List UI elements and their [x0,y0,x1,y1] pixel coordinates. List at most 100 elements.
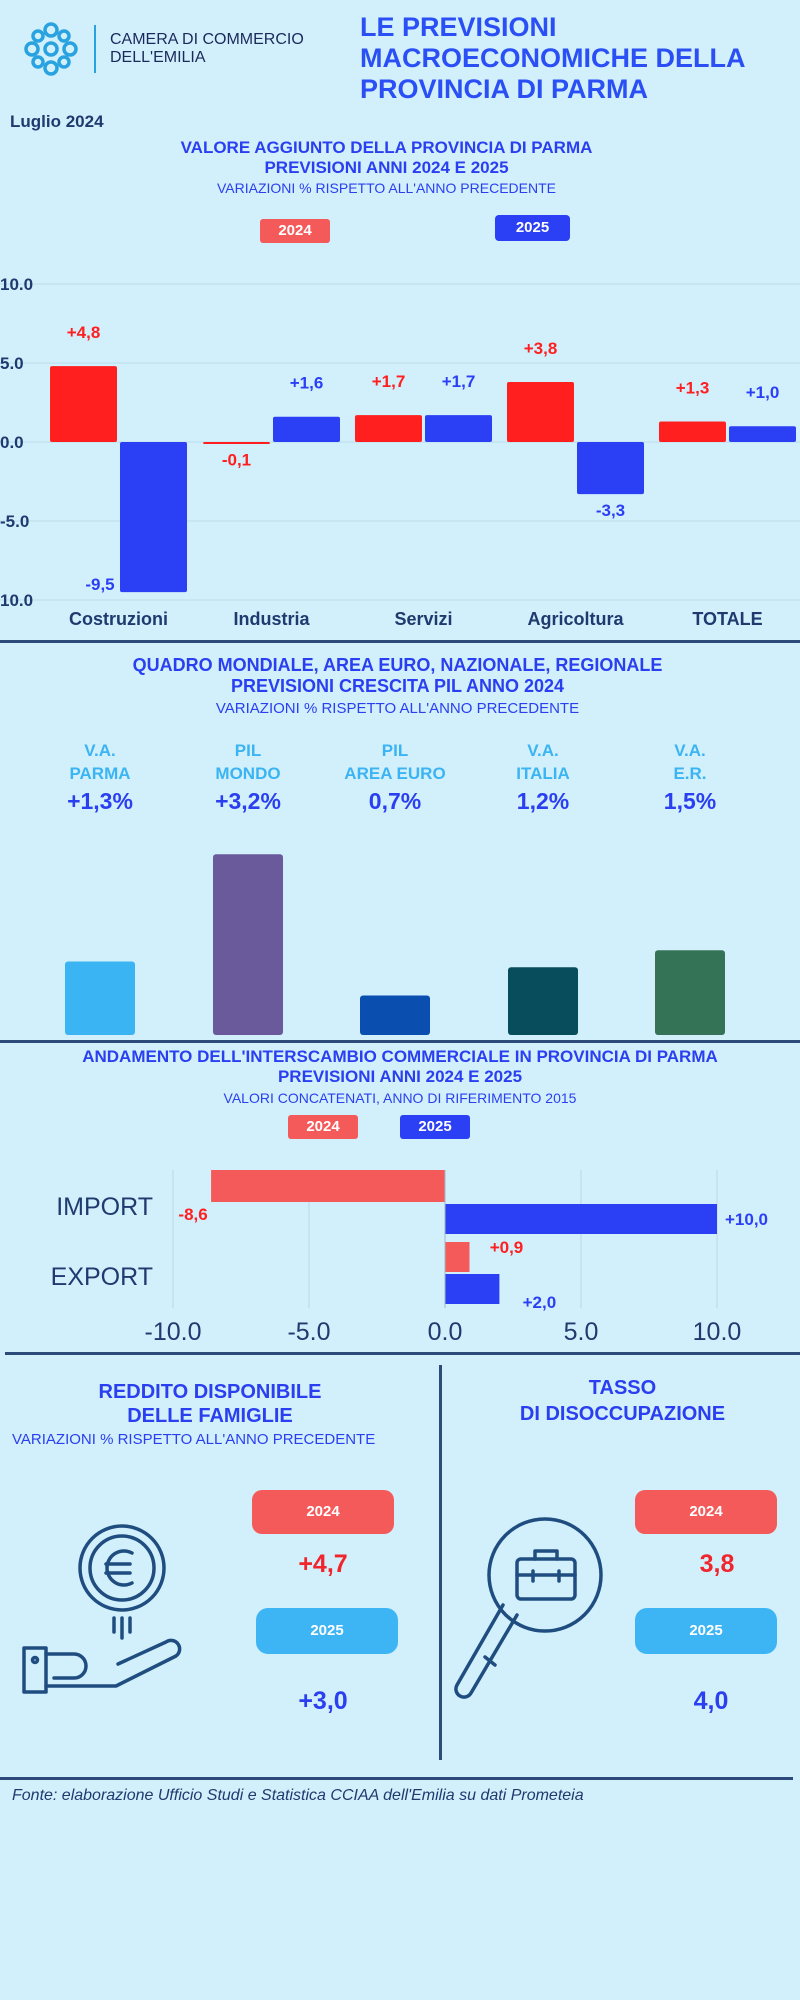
bar-2024 [211,1170,445,1202]
bar-2024 [50,366,117,442]
bar-2024 [507,381,574,442]
pil-value-label: 1,5% [663,788,717,814]
divider-4 [0,1777,793,1780]
data-label: +3,8 [524,339,558,358]
pil-value-label: +3,2% [215,788,281,814]
data-label: +10,0 [725,1210,768,1229]
x-tick-label: 5.0 [564,1318,599,1346]
pil-category-line1: V.A. [674,741,706,760]
trade-chart-title-line1: ANDAMENTO DELL'INTERSCAMBIO COMMERCIALE … [82,1047,718,1066]
legend-2024: 2024 [260,219,330,243]
trade-chart-subtitle: VALORI CONCATENATI, ANNO DI RIFERIMENTO … [223,1090,577,1106]
report-date: Luglio 2024 [10,112,104,131]
pil-bar-chart [65,854,725,1035]
y-tick-label: 10.0 [0,591,33,610]
pil-category-line2: ITALIA [516,764,570,783]
pil-bar [655,950,725,1035]
va-chart-subtitle: VARIAZIONI % RISPETTO ALL'ANNO PRECEDENT… [216,180,556,196]
y-tick-label: 10.0 [0,275,33,294]
pil-value-label: 0,7% [368,788,422,814]
trade-bar-chart: -10.0 -5.0 0.0 5.0 10.0 IMPORT EXPORT -8,6 +0,9 +… [51,1170,768,1346]
bar-2025 [445,1274,500,1304]
pil-bar [213,854,283,1035]
reddito-title-line1: REDDITO DISPONIBILE [98,1381,322,1403]
org-name: CAMERA DI COMMERCIO DELL'EMILIA [110,31,304,67]
pil-chart-title-line1: QUADRO MONDIALE, AREA EURO, NAZIONALE, R… [132,655,663,675]
pil-category-line1: PIL [381,741,409,760]
bar-2024 [203,442,270,444]
bar-2024 [355,415,422,442]
data-label: +2,0 [523,1293,557,1312]
bar-2024 [445,1242,470,1272]
data-label: +1,3 [676,378,710,397]
divider-2 [0,1040,800,1043]
pil-category-line1: PIL [234,741,262,760]
data-label: +1,7 [372,372,406,391]
reddito-title: REDDITO DISPONIBILE DELLE FAMIGLIE [0,1380,420,1428]
bar-2025 [120,442,187,593]
reddito-value-2024: +4,7 [298,1550,348,1578]
page-title-line2: MACROECONOMICHE DELLA [360,43,746,73]
pil-bar [508,967,578,1035]
disoccupazione-value-2025: 4,0 [693,1687,729,1715]
pil-category-label: V.A. PARMA +1,3% [25,738,175,817]
x-tick-label: Industria [233,609,310,629]
pil-category-line1: V.A. [84,741,116,760]
divider-1 [0,640,800,643]
y-tick-label: -5.0 [0,512,29,531]
va-chart-title: VALORE AGGIUNTO DELLA PROVINCIA DI PARMA… [0,138,773,178]
bar-2025 [445,1204,717,1234]
disoccupazione-title-line2: DI DISOCCUPAZIONE [519,1403,726,1425]
hand-coin-icon [20,1520,190,1700]
data-label: +4,8 [67,323,101,342]
pil-category-line2: PARMA [69,764,131,783]
data-label: +0,9 [490,1238,524,1257]
pil-chart-title: QUADRO MONDIALE, AREA EURO, NAZIONALE, R… [0,655,795,697]
data-label: +1,6 [290,374,324,393]
disoccupazione-value-2024: 3,8 [699,1550,735,1578]
data-label: +1,0 [746,383,780,402]
section-vertical-divider [439,1365,442,1760]
y-tick-label: 5.0 [0,354,24,373]
pil-category-label: V.A. ITALIA 1,2% [468,738,618,817]
org-name-line1: CAMERA DI COMMERCIO [110,31,304,48]
trade-legend-2024: 2024 [288,1115,358,1139]
disoccupazione-title-line1: TASSO [588,1377,657,1399]
page-title: LE PREVISIONI MACROECONOMICHE DELLA PROV… [360,12,746,105]
disoccupazione-pill-2024: 2024 [635,1490,777,1534]
y-tick-label: 0.0 [0,433,24,452]
pil-bar [360,995,430,1035]
bar-2024 [659,421,726,442]
logo [22,20,80,78]
reddito-value-2025: +3,0 [298,1687,348,1715]
reddito-title-line2: DELLE FAMIGLIE [127,1405,293,1427]
org-name-line2: DELL'EMILIA [110,49,206,66]
trade-legend-2025: 2025 [400,1115,470,1139]
pil-category-line2: MONDO [215,764,281,783]
pil-bar [65,961,135,1035]
legend-2025: 2025 [495,215,570,241]
page-title-line1: LE PREVISIONI [360,12,557,42]
pil-value-label: 1,2% [516,788,570,814]
magnifier-briefcase-icon [445,1515,625,1700]
data-label: -3,3 [596,501,625,520]
bar-2025 [577,442,644,495]
pil-chart-labels: V.A. PARMA +1,3% PIL MONDO +3,2% PIL AREA EURO 0… [0,738,800,823]
pil-chart-subtitle: VARIAZIONI % RISPETTO ALL'ANNO PRECEDENT… [215,700,580,717]
reddito-pill-2025: 2025 [256,1608,398,1654]
data-label: -8,6 [178,1205,207,1224]
trade-chart-title-line2: PREVISIONI ANNI 2024 E 2025 [277,1067,523,1086]
bar-2025 [273,416,340,442]
logo-divider [94,25,96,73]
page-title-line3: PROVINCIA DI PARMA [360,74,649,104]
pil-value-label: +1,3% [67,788,133,814]
x-tick-label: 0.0 [428,1318,463,1346]
x-tick-label: 10.0 [693,1318,742,1346]
disoccupazione-pill-2025: 2025 [635,1608,777,1654]
x-tick-label: Agricoltura [527,609,624,629]
pil-category-label: PIL MONDO +3,2% [173,738,323,817]
pil-category-line2: E.R. [673,764,707,783]
va-bar-chart: 10.0 5.0 0.0 -5.0 10.0 Costruzioni Industria Se… [0,275,800,629]
x-tick-label: Servizi [394,609,452,629]
pil-category-line1: V.A. [527,741,559,760]
